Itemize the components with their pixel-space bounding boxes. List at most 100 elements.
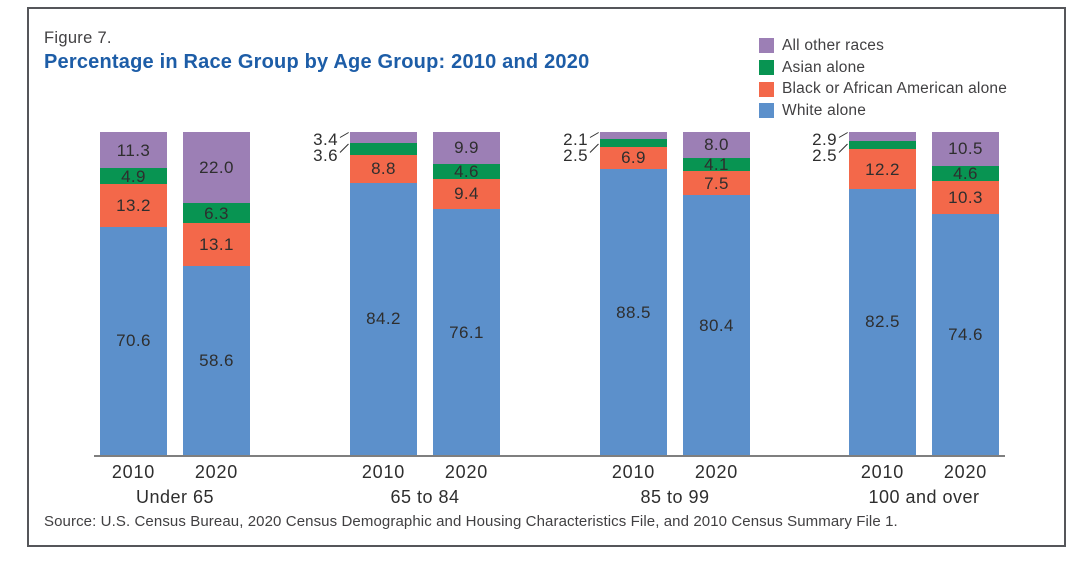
segment-other: 8.0 [683,132,750,158]
bar-under-65-2020: 22.0 6.3 13.1 58.6 [183,132,250,455]
callout-leader-line [339,143,349,153]
segment-other: 22.0 [183,132,250,204]
segment-value-label: 8.8 [371,159,396,179]
segment-value-label: 70.6 [116,331,151,351]
legend-label: Asian alone [782,58,866,76]
segment-value-label: 13.2 [116,196,151,216]
segment-value-label: 4.6 [953,163,978,183]
segment-value-label: 76.1 [449,322,484,342]
legend-swatch-white [759,103,774,119]
bar-under-65-2010: 11.3 4.9 13.2 70.6 [100,132,167,455]
segment-black: 10.3 [932,180,999,215]
callout-value-label-other: 2.1 [563,130,588,149]
callout-leader-line [339,132,349,138]
age-group-label: 100 and over [868,487,980,507]
callout-leader-line [838,132,848,138]
legend-swatch-other [759,38,774,54]
bar-85-to-99-2020: 8.0 4.1 7.5 80.4 [683,132,750,455]
x-axis-line [94,455,1005,457]
segment-value-label: 13.1 [199,235,234,255]
segment-other: 10.5 [932,132,999,166]
segment-white: 74.6 [932,214,999,455]
stacked-bar-chart: 11.3 4.9 13.2 70.6 2010 22.0 6.3 13.1 58.6 2020 Un… [29,9,1064,545]
bar-100-and-over-2020: 10.5 4.6 10.3 74.6 [932,132,999,455]
segment-value-label: 12.2 [865,159,900,179]
callout-value-label-other: 2.9 [812,130,837,149]
segment-value-label: 58.6 [199,350,234,370]
segment-value-label: 11.3 [116,140,151,160]
year-tick-label: 2020 [444,462,489,482]
segment-asian: 4.6 [433,163,500,180]
segment-asian: 6.3 [183,203,250,224]
segment-asian: 4.1 [683,154,750,174]
segment-black: 8.8 [350,154,417,184]
segment-value-label: 4.1 [704,154,729,174]
year-tick-label: 2010 [611,462,656,482]
segment-value-label: 4.9 [121,166,146,186]
legend-swatch-black [759,81,774,97]
callout-leader-line [838,143,848,153]
segment-black: 9.4 [433,178,500,210]
segment-black: 13.2 [100,184,167,227]
bar-65-to-84-2020: 9.9 4.6 9.4 76.1 [433,132,500,455]
year-tick-label: 2010 [111,462,156,482]
year-tick-label: 2010 [361,462,406,482]
segment-value-label: 10.5 [948,139,983,159]
segment-white: 80.4 [683,195,750,455]
legend-label: Black or African American alone [782,80,1008,98]
legend-item-other: All other races [759,35,1007,57]
segment-value-label: 10.3 [948,187,983,207]
segment-value-label: 7.5 [704,173,729,193]
segment-other [849,132,916,142]
legend-label: White alone [782,101,867,119]
figure-title: Percentage in Race Group by Age Group: 2… [44,51,590,73]
figure-frame: Figure 7. Percentage in Race Group by Ag… [27,7,1066,547]
segment-value-label: 22.0 [199,158,234,178]
segment-asian [849,141,916,150]
segment-asian: 4.9 [100,166,167,186]
bar-100-and-over-2010: 12.2 82.5 [849,132,916,455]
year-tick-label: 2020 [694,462,739,482]
segment-value-label: 6.3 [204,203,229,223]
callout-value-label-asian: 3.6 [313,146,338,165]
legend-item-asian: Asian alone [759,57,1007,79]
segment-value-label: 74.6 [948,324,983,344]
segment-white: 58.6 [183,265,250,455]
bar-85-to-99-2010: 6.9 88.5 [600,132,667,455]
callout-leader-line [589,132,599,138]
bar-65-to-84-2010: 8.8 84.2 [350,132,417,455]
legend: All other races Asian alone Black or Afric… [759,35,1007,122]
segment-white: 82.5 [849,188,916,455]
segment-value-label: 84.2 [366,309,401,329]
figure-label: Figure 7. [44,29,112,47]
segment-black: 12.2 [849,149,916,189]
segment-black: 6.9 [600,146,667,170]
age-group-label: 85 to 99 [640,487,710,507]
legend-item-black: Black or African American alone [759,78,1007,100]
segment-other: 11.3 [100,132,167,169]
segment-asian: 4.6 [932,163,999,183]
legend-label: All other races [782,36,885,54]
segment-value-label: 9.4 [454,184,479,204]
segment-black: 13.1 [183,223,250,266]
segment-value-label: 9.9 [454,138,479,158]
callout-value-label-other: 3.4 [313,130,338,149]
age-group-label: 65 to 84 [390,487,460,507]
segment-white: 88.5 [600,169,667,455]
segment-asian [350,142,417,155]
age-group-label: Under 65 [135,487,215,507]
legend-swatch-asian [759,60,774,76]
segment-white: 76.1 [433,209,500,455]
segment-value-label: 8.0 [704,135,729,155]
callout-value-label-asian: 2.5 [812,146,837,165]
year-tick-label: 2010 [860,462,905,482]
year-tick-label: 2020 [943,462,988,482]
callout-value-label-asian: 2.5 [563,146,588,165]
segment-value-label: 6.9 [621,148,646,168]
segment-asian [600,138,667,147]
segment-value-label: 80.4 [699,315,734,335]
segment-value-label: 88.5 [616,302,651,322]
segment-black: 7.5 [683,171,750,196]
segment-white: 70.6 [100,226,167,455]
